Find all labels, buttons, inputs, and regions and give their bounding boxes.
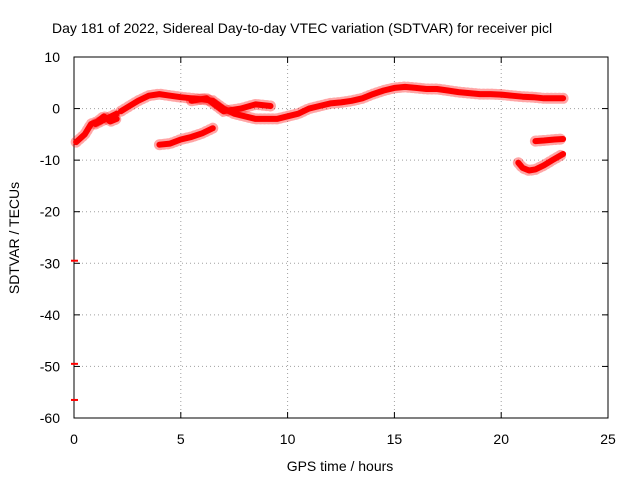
y-tick-label: 0	[52, 101, 60, 117]
x-tick-label: 10	[280, 431, 296, 447]
ticks: 0 5 10 15 20 25 10 0 -10 -20 -30 -40 -50 -60	[40, 49, 616, 447]
y-tick-label: -50	[40, 358, 60, 374]
plot-frame	[73, 56, 609, 419]
series-layer	[70, 81, 569, 401]
y-tick-label: -30	[40, 255, 60, 271]
chart-title: Day 181 of 2022, Sidereal Day-to-day VTE…	[52, 20, 552, 36]
x-axis-label: GPS time / hours	[287, 458, 394, 474]
x-tick-label: 15	[387, 431, 403, 447]
x-tick-label: 0	[70, 431, 78, 447]
series-segment-late-flat	[532, 136, 567, 145]
y-tick-label: -40	[40, 307, 60, 323]
series-segment-overlap-scatter	[186, 92, 276, 117]
x-tick-label: 20	[493, 431, 509, 447]
x-tick-label: 5	[177, 431, 185, 447]
series-segment-lower-arc-scatter	[153, 122, 219, 151]
series-segment-late-flat-scatter	[529, 133, 569, 147]
y-tick-label: 10	[44, 49, 60, 65]
series-segment-late-curve	[515, 151, 567, 174]
y-tick-label: -60	[40, 410, 60, 426]
series-segment-overlap	[188, 95, 274, 115]
y-tick-label: -20	[40, 204, 60, 220]
series-segment-late-curve-scatter	[512, 148, 569, 177]
series-segment-lower-arc	[156, 125, 216, 148]
series-segment-second-scatter	[89, 108, 123, 130]
series-segment-second	[92, 110, 120, 127]
y-tick-label: -10	[40, 152, 60, 168]
grid	[74, 57, 608, 418]
y-axis-label: SDTVAR / TECUs	[6, 182, 22, 294]
x-tick-label: 25	[600, 431, 616, 447]
